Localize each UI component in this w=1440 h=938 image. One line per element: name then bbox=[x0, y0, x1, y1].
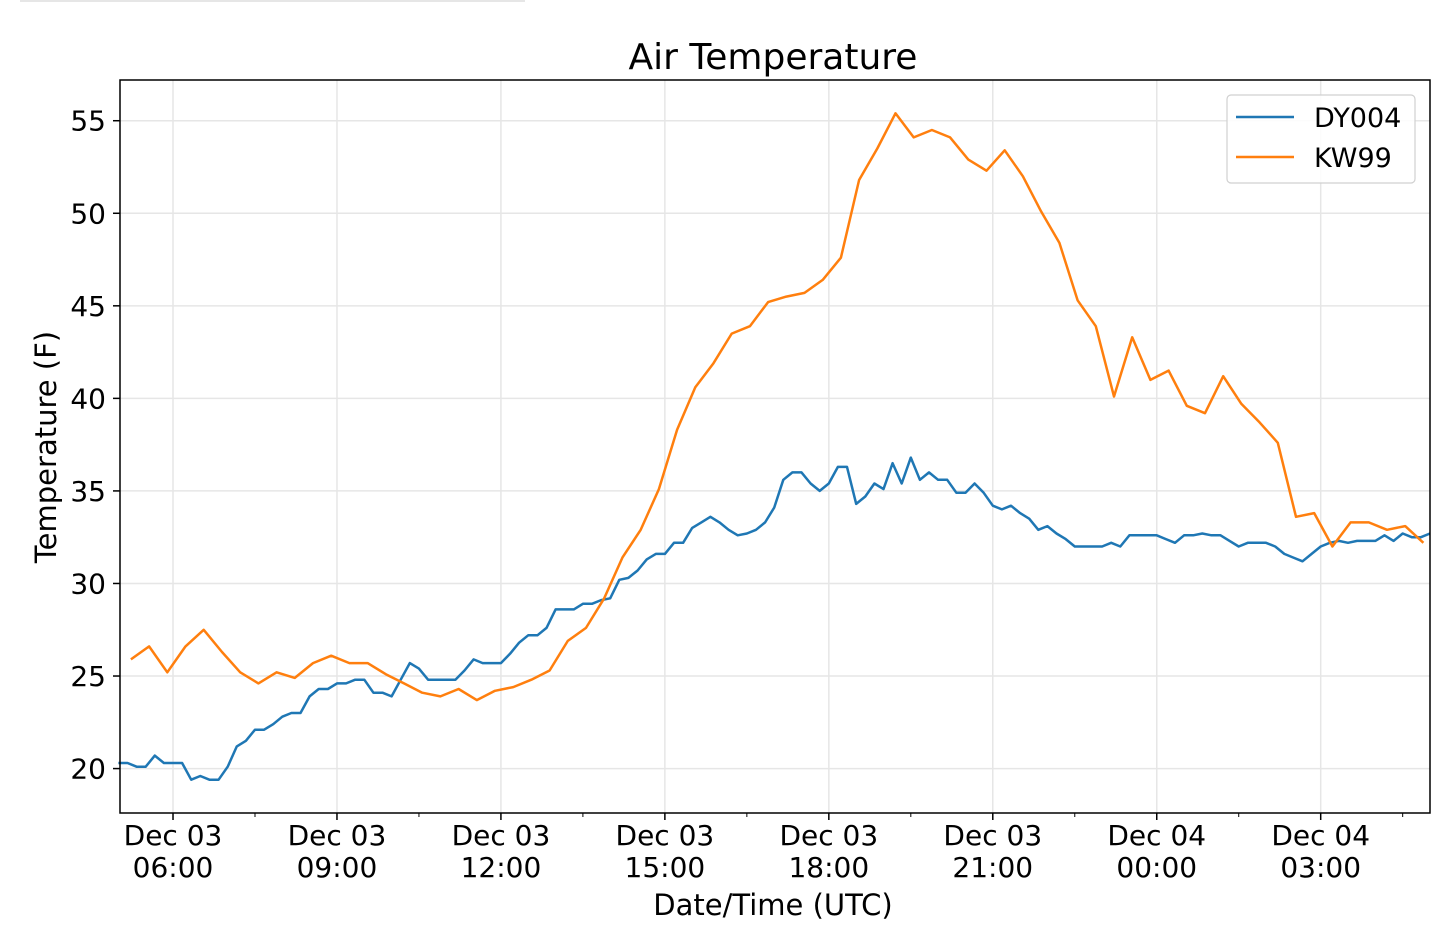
legend-label-kw99: KW99 bbox=[1314, 143, 1392, 174]
y-tick-label: 55 bbox=[70, 105, 106, 138]
x-tick-label-date: Dec 04 bbox=[1271, 819, 1370, 852]
x-tick-label-time: 09:00 bbox=[297, 851, 378, 884]
y-axis-ticks: 20 25 30 35 40 45 50 55 bbox=[70, 105, 120, 786]
y-tick-label: 45 bbox=[70, 290, 106, 323]
x-tick-label-time: 12:00 bbox=[461, 851, 542, 884]
legend-label-dy004: DY004 bbox=[1314, 103, 1401, 134]
y-tick-label: 40 bbox=[70, 382, 106, 415]
x-tick-label-time: 21:00 bbox=[952, 851, 1033, 884]
series-line-kw99 bbox=[130, 112, 1425, 702]
series-lines bbox=[118, 112, 1431, 781]
x-tick-label-time: 18:00 bbox=[788, 851, 869, 884]
y-tick-label: 35 bbox=[70, 475, 106, 508]
plot-frame bbox=[119, 79, 1431, 814]
y-tick-label: 25 bbox=[70, 660, 106, 693]
x-tick-label-time: 06:00 bbox=[133, 851, 214, 884]
grid bbox=[120, 80, 1430, 813]
x-tick-label-date: Dec 04 bbox=[1107, 819, 1206, 852]
legend: DY004 KW99 bbox=[1226, 94, 1416, 184]
x-tick-label-time: 15:00 bbox=[625, 851, 706, 884]
x-tick-label-date: Dec 03 bbox=[288, 819, 387, 852]
x-tick-label-date: Dec 03 bbox=[943, 819, 1042, 852]
x-tick-label-date: Dec 03 bbox=[779, 819, 878, 852]
series-line-dy004 bbox=[118, 456, 1431, 781]
top-edge-bar bbox=[20, 0, 525, 2]
chart-title: Air Temperature bbox=[629, 37, 918, 78]
y-axis-label: Temperature (F) bbox=[29, 331, 63, 564]
x-tick-label-date: Dec 03 bbox=[452, 819, 551, 852]
x-axis-label: Date/Time (UTC) bbox=[653, 888, 892, 922]
x-tick-label-time: 00:00 bbox=[1116, 851, 1197, 884]
x-tick-label-date: Dec 03 bbox=[616, 819, 715, 852]
x-tick-label-time: 03:00 bbox=[1280, 851, 1361, 884]
y-tick-label: 30 bbox=[70, 567, 106, 600]
y-tick-label: 50 bbox=[70, 197, 106, 230]
x-tick-label-date: Dec 03 bbox=[124, 819, 223, 852]
y-tick-label: 20 bbox=[70, 753, 106, 786]
